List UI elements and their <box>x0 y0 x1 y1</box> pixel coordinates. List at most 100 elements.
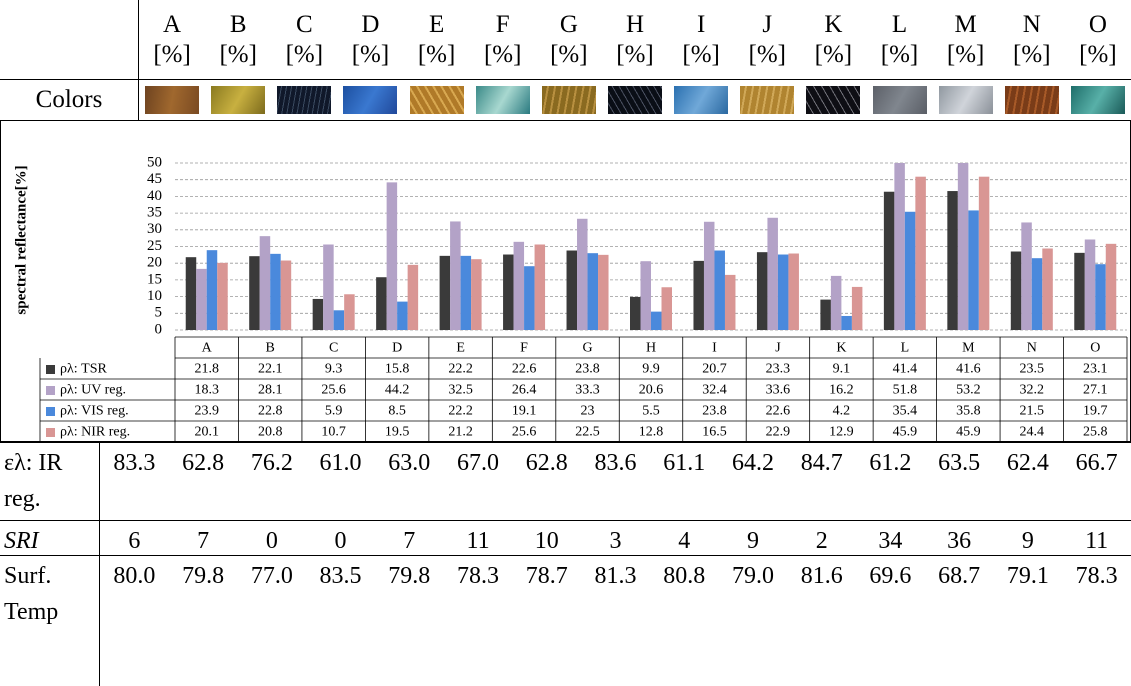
table-cell: 79.8 <box>375 555 444 686</box>
bar <box>820 300 831 330</box>
x-tick-label: C <box>329 341 338 356</box>
table-cell: 0 <box>237 520 306 555</box>
table-cell: 78.7 <box>512 555 581 686</box>
data-table-value: 22.2 <box>448 362 473 377</box>
data-table-value: 23.8 <box>702 404 727 419</box>
data-table-value: 44.2 <box>385 383 410 398</box>
data-table-value: 24.4 <box>1020 425 1045 440</box>
table-cell: 36 <box>925 520 994 555</box>
table-cell: 63.0 <box>375 442 444 520</box>
bar <box>376 277 387 330</box>
table-cell: 63.5 <box>925 442 994 520</box>
bar <box>524 266 535 330</box>
header-cell: G[%] <box>536 0 602 79</box>
bar <box>1095 264 1106 330</box>
column-letter: A <box>163 10 181 40</box>
color-swatch <box>343 86 397 114</box>
bar <box>1106 244 1117 330</box>
column-unit: [%] <box>815 40 852 70</box>
table-cell: 81.3 <box>581 555 650 686</box>
x-tick-label: J <box>775 341 781 356</box>
legend-label: ρλ: NIR reg. <box>60 425 130 440</box>
table-cell: 9 <box>719 520 788 555</box>
bar <box>958 152 969 330</box>
column-unit: [%] <box>286 40 323 70</box>
column-unit: [%] <box>484 40 521 70</box>
bar <box>450 221 461 330</box>
bar <box>323 244 334 330</box>
column-letter: D <box>361 10 379 40</box>
table-cell: 84.7 <box>787 442 856 520</box>
column-unit: [%] <box>881 40 918 70</box>
data-table-value: 20.7 <box>702 362 727 377</box>
color-swatch <box>939 86 993 114</box>
column-letter: O <box>1089 10 1107 40</box>
bar <box>979 177 990 330</box>
bar <box>186 257 197 330</box>
legend-swatch <box>46 365 55 374</box>
bar <box>567 251 578 330</box>
chart: spectral reflectance[%] 0510152025303540… <box>0 120 1131 442</box>
column-unit: [%] <box>153 40 190 70</box>
color-cell <box>668 80 734 120</box>
y-tick-label: 25 <box>147 238 162 254</box>
bar <box>1074 253 1085 330</box>
column-letter: J <box>762 10 772 40</box>
color-cell <box>602 80 668 120</box>
y-tick-label: 40 <box>147 188 162 204</box>
data-table-value: 19.5 <box>385 425 410 440</box>
y-axis-label: spectral reflectance[%] <box>13 165 29 314</box>
bar <box>630 297 641 330</box>
data-table-value: 21.5 <box>1020 404 1045 419</box>
data-table-value: 12.8 <box>639 425 664 440</box>
column-letter: B <box>230 10 247 40</box>
color-cell <box>470 80 536 120</box>
data-table-value: 25.8 <box>1083 425 1108 440</box>
bar <box>852 287 863 330</box>
header-row: A[%]B[%]C[%]D[%]E[%]F[%]G[%]H[%]I[%]J[%]… <box>0 0 1131 80</box>
bar <box>397 302 408 330</box>
column-letter: I <box>697 10 705 40</box>
y-tick-label: 10 <box>147 288 162 304</box>
bar <box>884 192 895 330</box>
legend-swatch <box>46 407 55 416</box>
data-table-value: 41.4 <box>893 362 918 377</box>
color-swatch <box>277 86 331 114</box>
data-table-value: 18.3 <box>194 383 219 398</box>
column-letter: L <box>892 10 907 40</box>
bar <box>207 250 218 330</box>
data-table-value: 21.2 <box>448 425 473 440</box>
legend-label: ρλ: TSR <box>60 362 108 377</box>
data-table-value: 27.1 <box>1083 383 1108 398</box>
x-tick-label: B <box>266 341 275 356</box>
data-table-value: 35.4 <box>893 404 918 419</box>
table-cell: 10 <box>512 520 581 555</box>
table-cell: 61.0 <box>306 442 375 520</box>
color-cell <box>337 80 403 120</box>
y-tick-label: 0 <box>155 321 163 337</box>
x-tick-label: O <box>1090 341 1100 356</box>
column-unit: [%] <box>550 40 587 70</box>
bar <box>714 251 725 330</box>
color-cell <box>999 80 1065 120</box>
table-cell: 79.8 <box>169 555 238 686</box>
y-tick-label: 30 <box>147 221 162 237</box>
data-table-value: 25.6 <box>512 425 537 440</box>
bar <box>894 157 905 330</box>
table-cell: 2 <box>787 520 856 555</box>
header-cell: A[%] <box>139 0 205 79</box>
header-cell: I[%] <box>668 0 734 79</box>
y-tick-label: 20 <box>147 255 162 271</box>
data-table-value: 22.6 <box>766 404 791 419</box>
bar <box>217 263 228 330</box>
table-cell: 83.6 <box>581 442 650 520</box>
table-cell: 61.1 <box>650 442 719 520</box>
table-cell: 79.1 <box>994 555 1063 686</box>
data-table-value: 8.5 <box>388 404 406 419</box>
x-tick-label: F <box>520 341 528 356</box>
x-tick-label: K <box>836 341 846 356</box>
data-table-value: 45.9 <box>893 425 918 440</box>
data-table-value: 32.4 <box>702 383 727 398</box>
color-swatch <box>410 86 464 114</box>
